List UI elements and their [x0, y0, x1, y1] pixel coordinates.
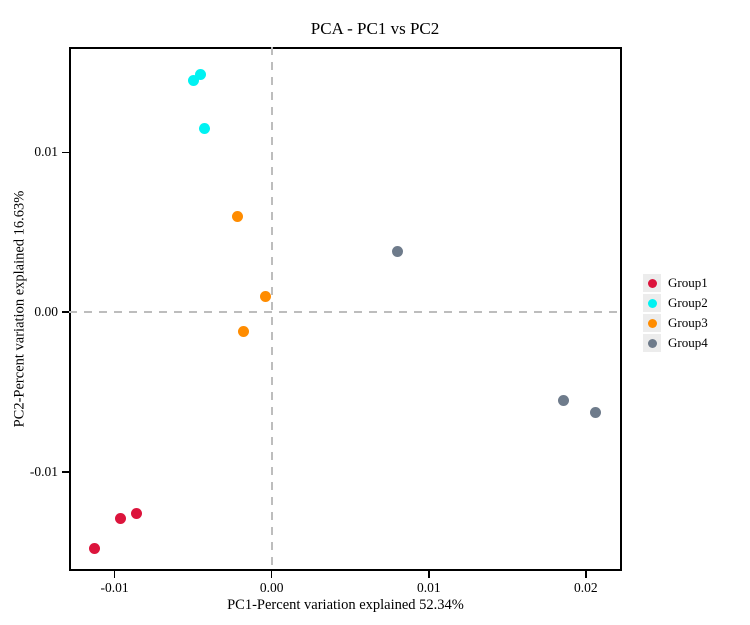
y-tick-label: -0.01	[29, 463, 58, 479]
legend-marker-icon	[647, 298, 657, 308]
legend-label: Group3	[668, 315, 708, 330]
legend-marker-icon	[647, 318, 657, 328]
data-point-group3	[231, 210, 243, 222]
plot-area	[69, 47, 622, 571]
y-tick-mark	[62, 151, 69, 154]
x-tick-label: -0.01	[100, 580, 129, 595]
chart-title: PCA - PC1 vs PC2	[310, 19, 440, 38]
y-tick-mark	[62, 311, 69, 313]
x-tick-label: 0.00	[259, 580, 284, 595]
data-point-group1	[131, 507, 143, 519]
data-point-group2	[195, 68, 207, 80]
data-point-group4	[558, 394, 570, 406]
legend-marker-icon	[647, 278, 657, 288]
x-tick-mark	[270, 571, 273, 578]
data-point-group4	[589, 407, 601, 419]
y-tick-mark	[62, 471, 69, 473]
x-tick-label: 0.02	[574, 580, 598, 595]
legend-key	[643, 334, 661, 352]
legend-label: Group4	[668, 335, 708, 350]
x-axis-label: PC1-Percent variation explained 52.34%	[227, 597, 464, 613]
legend-label: Group2	[668, 295, 708, 310]
legend-label: Group1	[668, 275, 708, 290]
legend-key	[643, 314, 661, 332]
data-point-group3	[259, 290, 271, 302]
x-tick-label: 0.01	[416, 580, 441, 595]
data-point-group2	[187, 75, 199, 87]
legend-item-group1: Group1	[643, 273, 708, 293]
legend-marker-icon	[647, 338, 657, 348]
legend-item-group4: Group4	[643, 333, 708, 353]
legend: Group1 Group2 Group3 Group4	[643, 273, 708, 353]
y-tick-label: 0.01	[34, 144, 58, 160]
x-tick-mark	[113, 571, 116, 578]
data-point-group3	[237, 325, 249, 337]
legend-key	[643, 274, 661, 292]
y-tick-label: 0.00	[34, 304, 58, 320]
x-tick-mark	[585, 571, 587, 578]
zero-line-vertical	[270, 47, 273, 571]
data-point-group1	[115, 512, 127, 524]
data-point-group1	[88, 543, 100, 555]
zero-line-horizontal	[69, 311, 622, 314]
data-point-group2	[198, 122, 210, 134]
x-tick-mark	[427, 571, 430, 578]
legend-item-group3: Group3	[643, 313, 708, 333]
legend-key	[643, 294, 661, 312]
legend-item-group2: Group2	[643, 293, 708, 313]
data-point-group4	[391, 245, 403, 257]
